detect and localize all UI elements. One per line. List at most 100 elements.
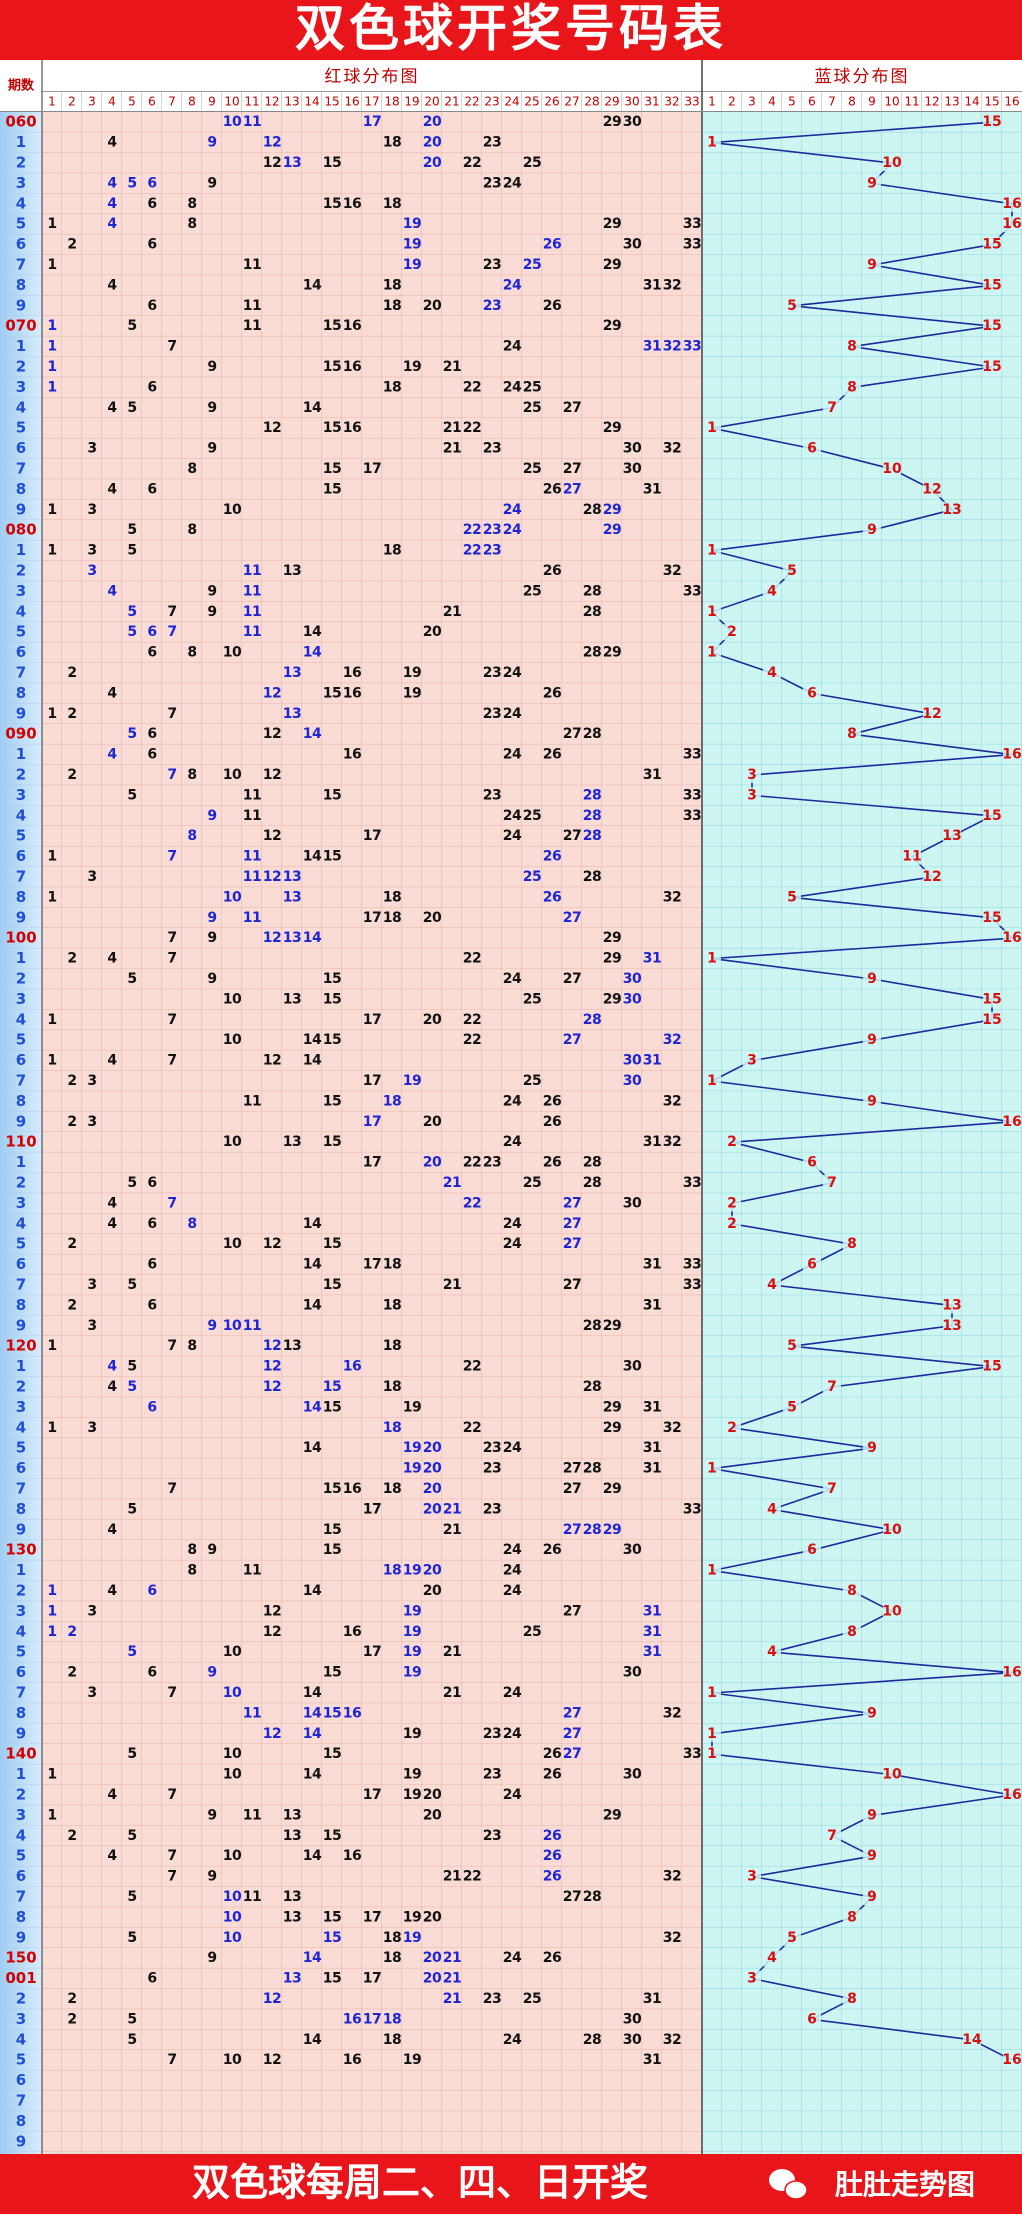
period-label: 110 <box>5 1133 36 1151</box>
red-column-number: 5 <box>128 95 136 109</box>
red-ball-number: 32 <box>663 441 681 457</box>
red-ball-number: 28 <box>583 869 601 885</box>
blue-ball-number: 9 <box>867 1848 877 1864</box>
red-ball-number: 11 <box>243 1318 261 1334</box>
red-ball-number: 15 <box>323 1522 341 1538</box>
red-ball-number: 29 <box>603 1522 621 1538</box>
red-ball-number: 33 <box>683 1746 701 1762</box>
red-ball-number: 25 <box>523 808 541 824</box>
blue-label-bg <box>983 807 1001 824</box>
red-ball-number: 31 <box>643 1603 661 1619</box>
red-ball-number: 17 <box>363 2011 381 2027</box>
red-ball-number: 32 <box>663 277 681 293</box>
blue-column-number: 2 <box>728 95 736 109</box>
red-ball-number: 31 <box>643 1257 661 1273</box>
blue-label-bg <box>723 624 741 641</box>
red-ball-number: 31 <box>643 339 661 355</box>
red-ball-number: 30 <box>623 2011 642 2027</box>
red-ball-number: 14 <box>303 1257 322 1273</box>
red-ball-number: 9 <box>207 1869 216 1885</box>
blue-label-bg <box>703 644 721 661</box>
red-ball-number: 4 <box>107 1195 117 1211</box>
red-ball-number: 25 <box>523 461 541 477</box>
red-ball-number: 12 <box>263 1338 281 1354</box>
red-ball-number: 22 <box>463 1032 481 1048</box>
period-label: 5 <box>16 1031 26 1049</box>
red-ball-number: 24 <box>503 502 522 518</box>
blue-label-bg <box>743 767 761 783</box>
red-ball-number: 12 <box>263 1359 281 1375</box>
blue-column-number: 6 <box>808 95 816 109</box>
red-ball-number: 19 <box>403 1787 421 1803</box>
header-grid <box>42 92 1002 111</box>
blue-label-bg <box>843 726 861 743</box>
red-ball-number: 22 <box>463 951 481 967</box>
red-ball-number: 18 <box>383 543 401 559</box>
red-ball-number: 12 <box>263 1624 281 1640</box>
red-ball-number: 10 <box>223 1134 242 1150</box>
red-ball-number: 31 <box>643 1399 661 1415</box>
blue-ball-number: 16 <box>1002 930 1021 946</box>
red-ball-number: 13 <box>283 706 301 722</box>
red-ball-number: 23 <box>483 1767 501 1783</box>
red-ball-number: 6 <box>147 1971 156 1987</box>
red-ball-number: 9 <box>207 441 216 457</box>
red-ball-number: 17 <box>363 1155 381 1171</box>
red-ball-number: 26 <box>543 1828 561 1844</box>
red-ball-number: 26 <box>543 1848 561 1864</box>
red-ball-number: 20 <box>423 624 442 640</box>
red-ball-number: 28 <box>583 1012 601 1028</box>
red-ball-number: 3 <box>87 1685 96 1701</box>
red-ball-number: 18 <box>383 889 401 905</box>
red-ball-number: 19 <box>403 257 421 273</box>
red-column-number: 25 <box>524 95 539 109</box>
red-ball-number: 22 <box>463 155 481 171</box>
blue-ball-number: 8 <box>847 1236 857 1252</box>
red-column-number: 22 <box>464 95 479 109</box>
period-label: 2 <box>16 154 26 172</box>
red-ball-number: 4 <box>107 216 117 232</box>
red-ball-number: 1 <box>47 379 56 395</box>
red-ball-number: 1 <box>47 1583 56 1599</box>
red-ball-number: 27 <box>563 1236 581 1252</box>
red-ball-number: 23 <box>483 135 501 151</box>
period-label: 2 <box>16 1174 26 1192</box>
blue-ball-number: 6 <box>807 441 817 457</box>
period-label: 8 <box>16 888 26 906</box>
red-ball-number: 3 <box>87 543 96 559</box>
blue-label-bg <box>783 1929 801 1946</box>
period-label: 4 <box>16 602 26 620</box>
period-label: 1 <box>16 745 26 763</box>
red-ball-number: 11 <box>243 910 261 926</box>
red-ball-number: 21 <box>443 604 461 620</box>
red-ball-number: 26 <box>543 747 561 763</box>
blue-label-bg <box>983 236 1001 253</box>
period-label: 080 <box>5 521 36 539</box>
red-ball-number: 6 <box>147 1216 156 1232</box>
blue-label-bg <box>863 1848 881 1865</box>
red-ball-number: 12 <box>263 155 281 171</box>
red-ball-number: 6 <box>147 645 156 661</box>
red-ball-number: 17 <box>363 1073 381 1089</box>
red-ball-number: 33 <box>683 1175 701 1191</box>
blue-label-bg <box>1003 746 1021 763</box>
blue-label-bg <box>823 1827 841 1844</box>
red-ball-number: 15 <box>323 1705 341 1721</box>
red-ball-number: 4 <box>107 685 117 701</box>
red-ball-number: 29 <box>603 420 621 436</box>
red-ball-number: 15 <box>323 1277 341 1293</box>
blue-label-bg <box>803 1542 821 1559</box>
red-ball-number: 11 <box>243 298 261 314</box>
red-ball-number: 29 <box>603 951 621 967</box>
blue-label-bg <box>863 1440 881 1457</box>
red-ball-number: 33 <box>683 339 701 355</box>
red-ball-number: 3 <box>87 441 96 457</box>
red-ball-number: 16 <box>343 665 361 681</box>
red-ball-number: 31 <box>643 951 661 967</box>
period-label: 1 <box>16 133 26 151</box>
period-label: 7 <box>16 1072 26 1090</box>
blue-ball-number: 4 <box>767 583 777 599</box>
period-label: 7 <box>16 664 26 682</box>
